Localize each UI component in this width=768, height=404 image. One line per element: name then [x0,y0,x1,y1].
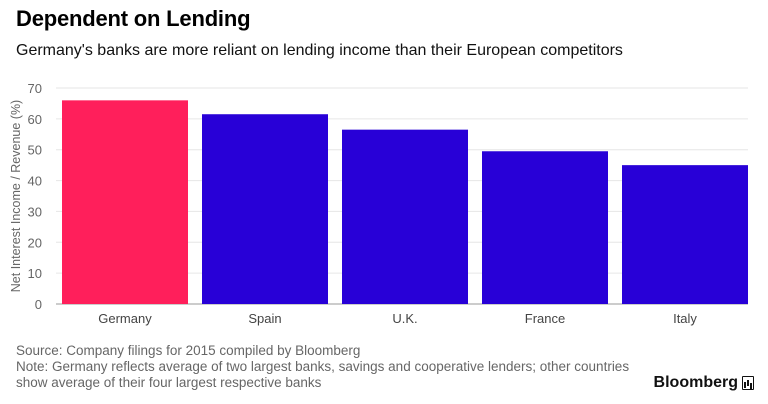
chart-title: Dependent on Lending [16,6,251,31]
bar-spain [202,114,328,304]
x-tick-label: Germany [98,311,152,326]
y-axis-label: Net Interest Income / Revenue (%) [9,100,23,292]
y-tick-label: 70 [28,81,42,96]
x-tick-label: Italy [673,311,697,326]
bar-italy [622,165,748,304]
bars [62,100,748,304]
bar-chart: 0 10 20 30 40 50 60 70 Germany Spain U.K. France It… [9,81,748,326]
x-tick-label: France [525,311,565,326]
bloomberg-chart-icon [742,376,754,390]
brand-logo: Bloomberg [654,374,754,392]
source-note: Source: Company filings for 2015 compile… [16,343,361,358]
chart-subtitle: Germany's banks are more reliant on lend… [16,42,623,59]
bar-uk [342,129,468,304]
y-tick-label: 50 [28,143,42,158]
x-tick-labels: Germany Spain U.K. France Italy [98,311,697,326]
y-tick-label: 10 [28,266,42,281]
methodology-note: Note: Germany reflects average of two la… [16,359,630,390]
y-tick-labels: 0 10 20 30 40 50 60 70 [28,81,42,312]
y-tick-label: 60 [28,112,42,127]
y-tick-label: 40 [28,174,42,189]
bar-germany [62,100,188,304]
y-tick-label: 0 [35,297,42,312]
x-tick-label: Spain [248,311,281,326]
y-tick-label: 30 [28,204,42,219]
bar-france [482,151,608,304]
x-tick-label: U.K. [392,311,417,326]
brand-name: Bloomberg [653,374,738,391]
chart-footer: Source: Company filings for 2015 compile… [16,343,636,391]
y-tick-label: 20 [28,235,42,250]
